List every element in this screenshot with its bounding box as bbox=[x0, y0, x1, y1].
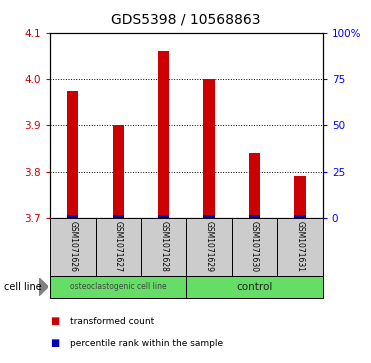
Bar bbox=[187, 276, 323, 298]
Text: control: control bbox=[236, 282, 273, 292]
Text: GSM1071631: GSM1071631 bbox=[296, 221, 305, 272]
Bar bbox=[203, 79, 215, 218]
Text: transformed count: transformed count bbox=[70, 317, 155, 326]
Text: ■: ■ bbox=[50, 338, 59, 348]
Text: GDS5398 / 10568863: GDS5398 / 10568863 bbox=[111, 13, 260, 27]
Text: GSM1071629: GSM1071629 bbox=[205, 221, 214, 272]
Text: cell line: cell line bbox=[4, 282, 42, 292]
Text: ■: ■ bbox=[50, 316, 59, 326]
Bar bbox=[67, 215, 79, 218]
Bar bbox=[232, 218, 278, 276]
Bar bbox=[112, 215, 124, 218]
Bar bbox=[249, 153, 260, 218]
Text: GSM1071626: GSM1071626 bbox=[68, 221, 77, 272]
Bar bbox=[158, 51, 170, 218]
Bar bbox=[158, 215, 170, 218]
Polygon shape bbox=[39, 278, 48, 296]
Bar bbox=[294, 215, 306, 218]
Text: GSM1071628: GSM1071628 bbox=[159, 221, 168, 272]
Bar bbox=[50, 218, 96, 276]
Bar bbox=[112, 125, 124, 218]
Bar bbox=[96, 218, 141, 276]
Bar bbox=[249, 215, 260, 218]
Bar bbox=[278, 218, 323, 276]
Text: GSM1071627: GSM1071627 bbox=[114, 221, 123, 272]
Bar bbox=[187, 218, 232, 276]
Bar bbox=[203, 215, 215, 218]
Text: percentile rank within the sample: percentile rank within the sample bbox=[70, 339, 224, 347]
Text: osteoclastogenic cell line: osteoclastogenic cell line bbox=[70, 282, 167, 291]
Bar bbox=[50, 276, 187, 298]
Text: GSM1071630: GSM1071630 bbox=[250, 221, 259, 272]
Bar bbox=[67, 90, 79, 218]
Bar bbox=[141, 218, 187, 276]
Bar bbox=[294, 176, 306, 218]
